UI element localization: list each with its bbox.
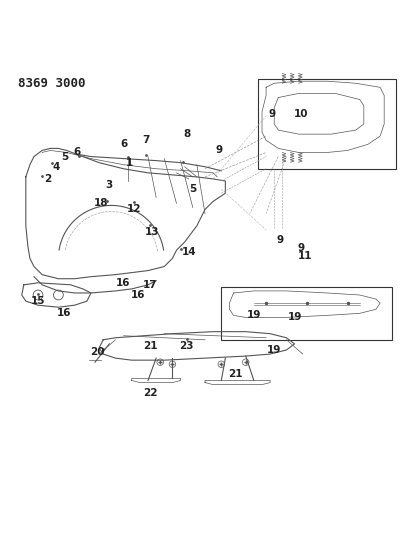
- Text: 9: 9: [297, 243, 303, 253]
- Text: 5: 5: [61, 151, 68, 161]
- Text: 10: 10: [293, 109, 307, 119]
- Text: 9: 9: [276, 235, 283, 245]
- Text: 16: 16: [130, 290, 145, 300]
- Text: 21: 21: [228, 369, 242, 379]
- Text: 1: 1: [126, 158, 133, 168]
- Text: 8: 8: [182, 129, 190, 139]
- Text: 12: 12: [126, 205, 141, 214]
- Text: 14: 14: [181, 247, 196, 257]
- Text: 19: 19: [266, 345, 281, 355]
- Text: 8369 3000: 8369 3000: [18, 77, 85, 90]
- Text: 22: 22: [142, 387, 157, 398]
- Text: 3: 3: [106, 180, 112, 190]
- Text: 17: 17: [142, 280, 157, 290]
- Text: 19: 19: [287, 312, 301, 322]
- Text: 7: 7: [142, 135, 149, 146]
- Text: 23: 23: [179, 341, 193, 351]
- Text: 4: 4: [52, 161, 60, 172]
- Text: 6: 6: [120, 139, 127, 149]
- Text: 18: 18: [94, 198, 108, 208]
- Text: 5: 5: [189, 184, 196, 194]
- Text: 13: 13: [144, 227, 159, 237]
- Bar: [257, 79, 396, 169]
- Bar: [221, 287, 391, 340]
- Text: 19: 19: [246, 310, 261, 320]
- Text: 9: 9: [268, 109, 275, 119]
- Text: 16: 16: [57, 308, 72, 318]
- Text: 11: 11: [297, 252, 311, 261]
- Text: 6: 6: [73, 148, 80, 157]
- Text: 2: 2: [45, 174, 52, 184]
- Text: 9: 9: [215, 146, 222, 156]
- Text: 16: 16: [116, 278, 130, 288]
- Text: 20: 20: [90, 347, 104, 357]
- Text: 15: 15: [31, 296, 45, 306]
- Text: 21: 21: [142, 341, 157, 351]
